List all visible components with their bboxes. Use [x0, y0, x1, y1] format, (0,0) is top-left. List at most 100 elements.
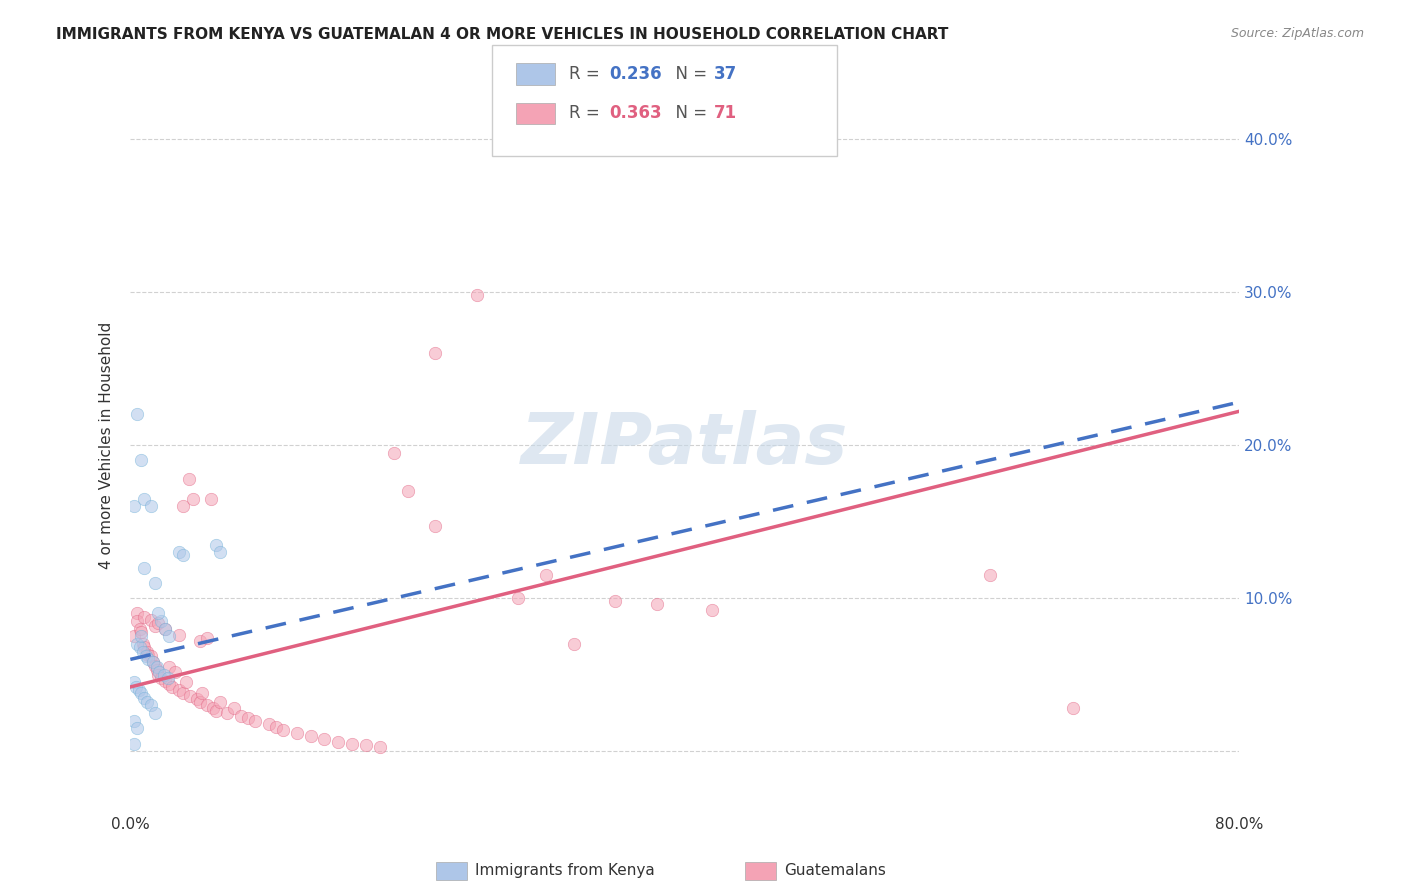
- Text: N =: N =: [665, 65, 713, 83]
- Point: [146, 607, 169, 621]
- Point: [131, 686, 153, 700]
- Point: [205, 537, 228, 551]
- Point: [425, 346, 447, 360]
- Point: [124, 714, 146, 728]
- Point: [314, 732, 336, 747]
- Text: 37: 37: [714, 65, 738, 83]
- Point: [136, 695, 159, 709]
- Point: [124, 737, 146, 751]
- Point: [152, 667, 174, 681]
- Point: [167, 545, 190, 559]
- Text: Immigrants from Kenya: Immigrants from Kenya: [475, 863, 655, 878]
- Point: [160, 680, 183, 694]
- Point: [188, 634, 211, 648]
- Point: [143, 618, 166, 632]
- Point: [188, 695, 211, 709]
- Point: [425, 519, 447, 533]
- Point: [157, 660, 180, 674]
- Point: [172, 686, 194, 700]
- Point: [177, 472, 200, 486]
- Point: [243, 714, 266, 728]
- Point: [139, 500, 162, 514]
- Point: [141, 656, 163, 670]
- Point: [129, 622, 152, 636]
- Point: [167, 683, 190, 698]
- Point: [134, 640, 156, 654]
- Point: [157, 629, 180, 643]
- Point: [127, 408, 149, 422]
- Text: R =: R =: [569, 65, 606, 83]
- Point: [149, 614, 172, 628]
- Text: 71: 71: [714, 104, 737, 122]
- Point: [163, 665, 186, 679]
- Point: [127, 614, 149, 628]
- Point: [131, 453, 153, 467]
- Point: [146, 615, 169, 630]
- Point: [172, 500, 194, 514]
- Point: [181, 491, 204, 506]
- Point: [191, 686, 214, 700]
- Point: [153, 673, 176, 688]
- Point: [134, 690, 156, 705]
- Point: [128, 683, 150, 698]
- Point: [136, 645, 159, 659]
- Point: [143, 575, 166, 590]
- Point: [465, 288, 488, 302]
- Point: [127, 637, 149, 651]
- Point: [534, 568, 557, 582]
- Point: [217, 706, 239, 720]
- Point: [396, 483, 419, 498]
- Point: [127, 607, 149, 621]
- Point: [127, 721, 149, 735]
- Point: [134, 560, 156, 574]
- Point: [132, 645, 155, 659]
- Point: [124, 675, 146, 690]
- Text: R =: R =: [569, 104, 606, 122]
- Point: [138, 648, 160, 662]
- Point: [186, 692, 208, 706]
- Point: [134, 609, 156, 624]
- Point: [562, 637, 585, 651]
- Text: IMMIGRANTS FROM KENYA VS GUATEMALAN 4 OR MORE VEHICLES IN HOUSEHOLD CORRELATION : IMMIGRANTS FROM KENYA VS GUATEMALAN 4 OR…: [56, 27, 949, 42]
- Point: [153, 622, 176, 636]
- Point: [368, 739, 391, 754]
- Point: [139, 649, 162, 664]
- Point: [285, 726, 308, 740]
- Point: [200, 491, 222, 506]
- Point: [172, 548, 194, 562]
- Text: 0.236: 0.236: [609, 65, 661, 83]
- Point: [157, 677, 180, 691]
- Text: 0.363: 0.363: [609, 104, 661, 122]
- Point: [145, 663, 167, 677]
- Point: [236, 710, 259, 724]
- Point: [271, 723, 294, 737]
- Point: [146, 667, 169, 681]
- Point: [231, 709, 253, 723]
- Point: [135, 649, 157, 664]
- Point: [702, 603, 724, 617]
- Point: [131, 624, 153, 639]
- Point: [149, 671, 172, 685]
- Point: [257, 716, 280, 731]
- Point: [979, 568, 1001, 582]
- Point: [354, 738, 377, 752]
- Point: [143, 706, 166, 720]
- Point: [1062, 701, 1084, 715]
- Point: [209, 695, 232, 709]
- Point: [167, 628, 190, 642]
- Point: [202, 701, 225, 715]
- Point: [264, 720, 287, 734]
- Point: [209, 545, 232, 559]
- Point: [224, 701, 246, 715]
- Point: [124, 500, 146, 514]
- Point: [508, 591, 530, 606]
- Point: [156, 671, 179, 685]
- Point: [129, 640, 152, 654]
- Point: [195, 698, 218, 713]
- Point: [139, 698, 162, 713]
- Text: N =: N =: [665, 104, 713, 122]
- Point: [179, 689, 201, 703]
- Point: [205, 705, 228, 719]
- Point: [148, 665, 170, 679]
- Point: [143, 658, 166, 673]
